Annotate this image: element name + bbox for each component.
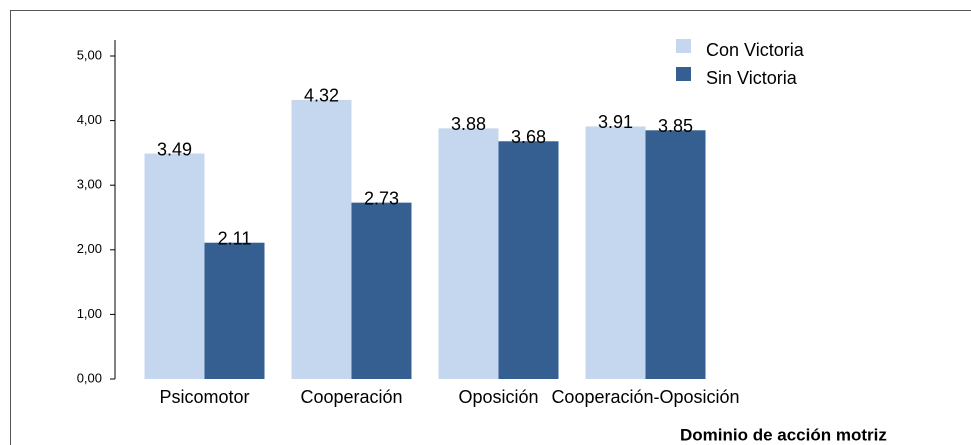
y-tick-label: 2,00 xyxy=(77,241,102,256)
x-tick-label: Psicomotor xyxy=(159,387,249,407)
bar xyxy=(291,99,352,379)
x-tick-label: Cooperación xyxy=(300,387,402,407)
legend-swatch xyxy=(676,67,691,81)
y-tick-label: 0,00 xyxy=(77,370,102,385)
y-tick-label: 4,00 xyxy=(77,112,102,127)
y-tick-label: 1,00 xyxy=(77,306,102,321)
y-tick-label: 3,00 xyxy=(77,177,102,192)
legend-swatch xyxy=(676,39,691,53)
value-label: 2.11 xyxy=(218,228,252,248)
x-tick-label: Cooperación-Oposición xyxy=(551,387,739,407)
value-label: 3.85 xyxy=(658,116,693,136)
value-label: 3.88 xyxy=(451,114,486,134)
y-tick-label: 5,00 xyxy=(77,47,102,62)
value-label: 2.73 xyxy=(364,188,399,208)
bar xyxy=(144,153,205,379)
value-label: 4.32 xyxy=(304,86,339,106)
bar xyxy=(351,202,412,379)
bar xyxy=(498,141,559,379)
bar xyxy=(585,126,646,379)
bar xyxy=(645,130,706,379)
value-label: 3.49 xyxy=(157,139,192,159)
bar xyxy=(204,242,265,379)
bar xyxy=(438,128,499,379)
legend-label: Sin Victoria xyxy=(706,68,798,88)
value-label: 3.91 xyxy=(598,112,633,132)
chart-frame xyxy=(10,10,971,445)
value-label: 3.68 xyxy=(511,127,546,147)
x-axis-title: Dominio de acción motriz xyxy=(680,425,887,444)
x-tick-label: Oposición xyxy=(458,387,538,407)
legend-label: Con Victoria xyxy=(706,40,805,60)
